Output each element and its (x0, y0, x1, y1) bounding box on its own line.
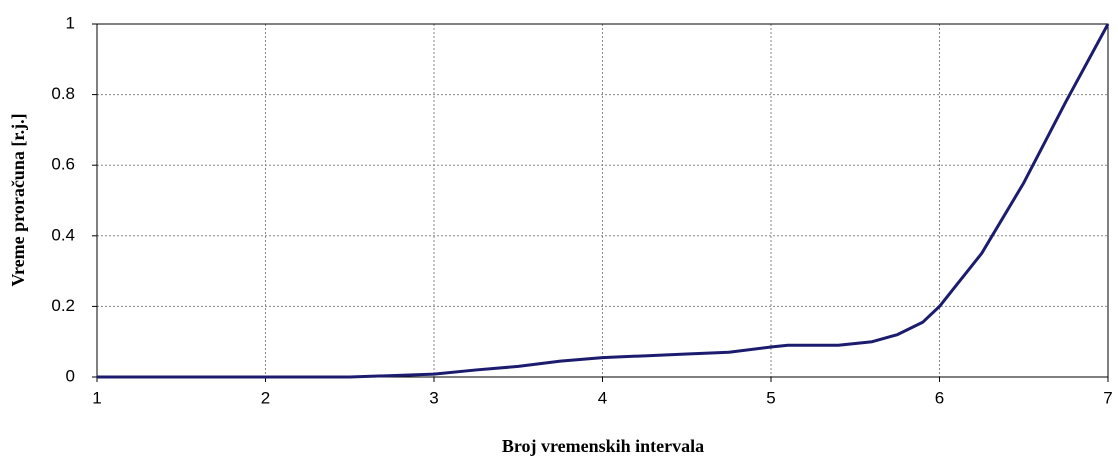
plot-frame (96, 23, 1109, 378)
x-axis-title: Broj vremenskih intervala (502, 436, 704, 456)
x-tick-label: 7 (1103, 388, 1112, 407)
y-tick-label: 0.8 (51, 84, 75, 103)
y-axis-title: Vreme proračuna [r.j.] (8, 113, 28, 286)
y-tick-label: 0 (66, 366, 75, 385)
y-tick-label: 0.2 (51, 296, 75, 315)
x-tick-label: 1 (92, 388, 101, 407)
x-tick-label: 3 (429, 388, 438, 407)
x-tick-label: 4 (598, 388, 607, 407)
y-tick-label: 1 (66, 13, 75, 32)
x-tick-label: 6 (935, 388, 944, 407)
data-line (97, 23, 1110, 379)
y-tick-label: 0.6 (51, 155, 75, 174)
x-tick-label: 2 (261, 388, 270, 407)
x-tick-label: 5 (766, 388, 775, 407)
y-tick-label: 0.4 (51, 225, 75, 244)
